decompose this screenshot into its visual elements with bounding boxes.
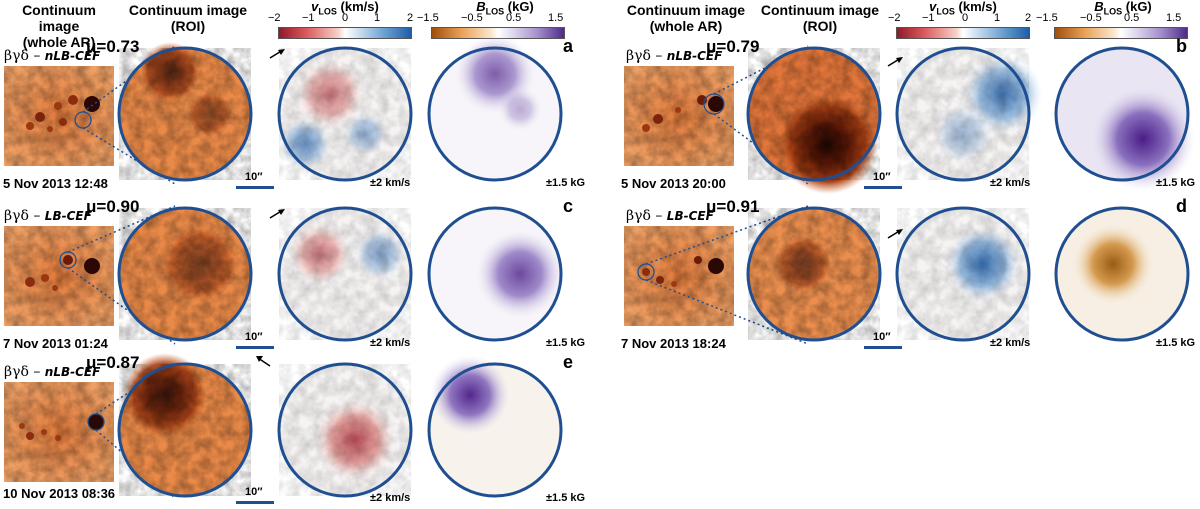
panel-a-vlos-range: ±2 km/s [370, 177, 411, 189]
panel-b-vlos-range: ±2 km/s [990, 177, 1031, 189]
panel-c-vlos-range: ±2 km/s [370, 337, 411, 349]
panel-c-label: βγδ – LB-CEF [4, 208, 92, 224]
header-whole-ar: Continuum image (whole AR) [22, 2, 96, 50]
panel-d-label: βγδ – LB-CEF [626, 208, 714, 224]
panel-d-date: 7 Nov 2013 18:24 [621, 336, 726, 351]
panel-b-date: 5 Nov 2013 20:00 [621, 176, 726, 191]
panel-a-mu: μ=0.73 [86, 37, 140, 56]
panel-e-scale: 10″ [245, 486, 263, 498]
panel-b-scale: 10″ [873, 171, 891, 183]
header-roi-right: Continuum image (ROI) [760, 2, 880, 34]
panel-d-mu: μ=0.91 [706, 197, 760, 216]
panel-d-blos-range: ±1.5 kG [1156, 337, 1196, 349]
panel-d-vlos-range: ±2 km/s [990, 337, 1031, 349]
panel-e: βγδ – nLB-CEF μ=0.87 10 Nov 2013 08:36 e… [0, 350, 590, 509]
vlos-colorbar [278, 27, 412, 39]
header-roi: Continuum image (ROI) [128, 2, 248, 34]
panel-d-scale: 10″ [873, 331, 891, 343]
panel-e-date: 10 Nov 2013 08:36 [3, 486, 116, 501]
panel-a-blos-range: ±1.5 kG [546, 177, 586, 189]
panel-d-letter: d [1176, 196, 1187, 216]
blos-colorbar-right [1054, 27, 1188, 39]
panel-a-label: βγδ – nLB-CEF [4, 48, 101, 64]
panel-c-blos-range: ±1.5 kG [546, 337, 586, 349]
vlos-colorbar-title: vLOS (km/s) [311, 0, 379, 17]
panel-a-date: 5 Nov 2013 12:48 [3, 176, 108, 191]
panel-c-mu: μ=0.90 [86, 197, 140, 216]
vlos-colorbar-title-right: vLOS (km/s) [929, 0, 997, 17]
blos-colorbar-title-right: BLOS (kG) [1094, 0, 1152, 17]
panel-a-scale: 10″ [245, 171, 263, 183]
scale-bar [236, 186, 274, 189]
header-whole-ar-right: Continuum image (whole AR) [626, 2, 746, 34]
panel-b-mu: μ=0.79 [706, 37, 760, 56]
blos-map [427, 46, 563, 182]
panel-b-label: βγδ – nLB-CEF [626, 48, 723, 64]
vlos-colorbar-right [896, 27, 1030, 39]
panel-b-letter: b [1176, 36, 1187, 56]
panel-c-date: 7 Nov 2013 01:24 [3, 336, 108, 351]
panel-e-letter: e [563, 352, 574, 372]
panel-d: βγδ – LB-CEF μ=0.91 7 Nov 2013 18:24 d 1… [618, 194, 1200, 354]
panel-e-blos-range: ±1.5 kG [546, 492, 586, 504]
panel-e-mu: μ=0.87 [86, 353, 140, 372]
panel-a-letter: a [563, 36, 574, 56]
scale-bar [864, 346, 902, 349]
panel-c-letter: c [563, 196, 574, 216]
panel-e-label: βγδ – nLB-CEF [4, 364, 101, 380]
blos-colorbar-title: BLOS (kG) [476, 0, 534, 17]
roi-continuum-image [117, 46, 253, 182]
panel-a: βγδ – nLB-CEF μ=0.73 5 Nov 2013 12:48 a … [0, 34, 590, 194]
panel-c-scale: 10″ [245, 331, 263, 343]
scale-bar [864, 186, 902, 189]
panel-c: βγδ – LB-CEF μ=0.90 7 Nov 2013 01:24 c 1… [0, 194, 590, 354]
panel-e-vlos-range: ±2 km/s [370, 492, 411, 504]
scale-bar [236, 346, 274, 349]
panel-b-blos-range: ±1.5 kG [1156, 177, 1196, 189]
scale-bar [236, 501, 274, 504]
vlos-map [277, 46, 413, 182]
panel-b: βγδ – nLB-CEF μ=0.79 5 Nov 2013 20:00 b … [618, 34, 1200, 194]
